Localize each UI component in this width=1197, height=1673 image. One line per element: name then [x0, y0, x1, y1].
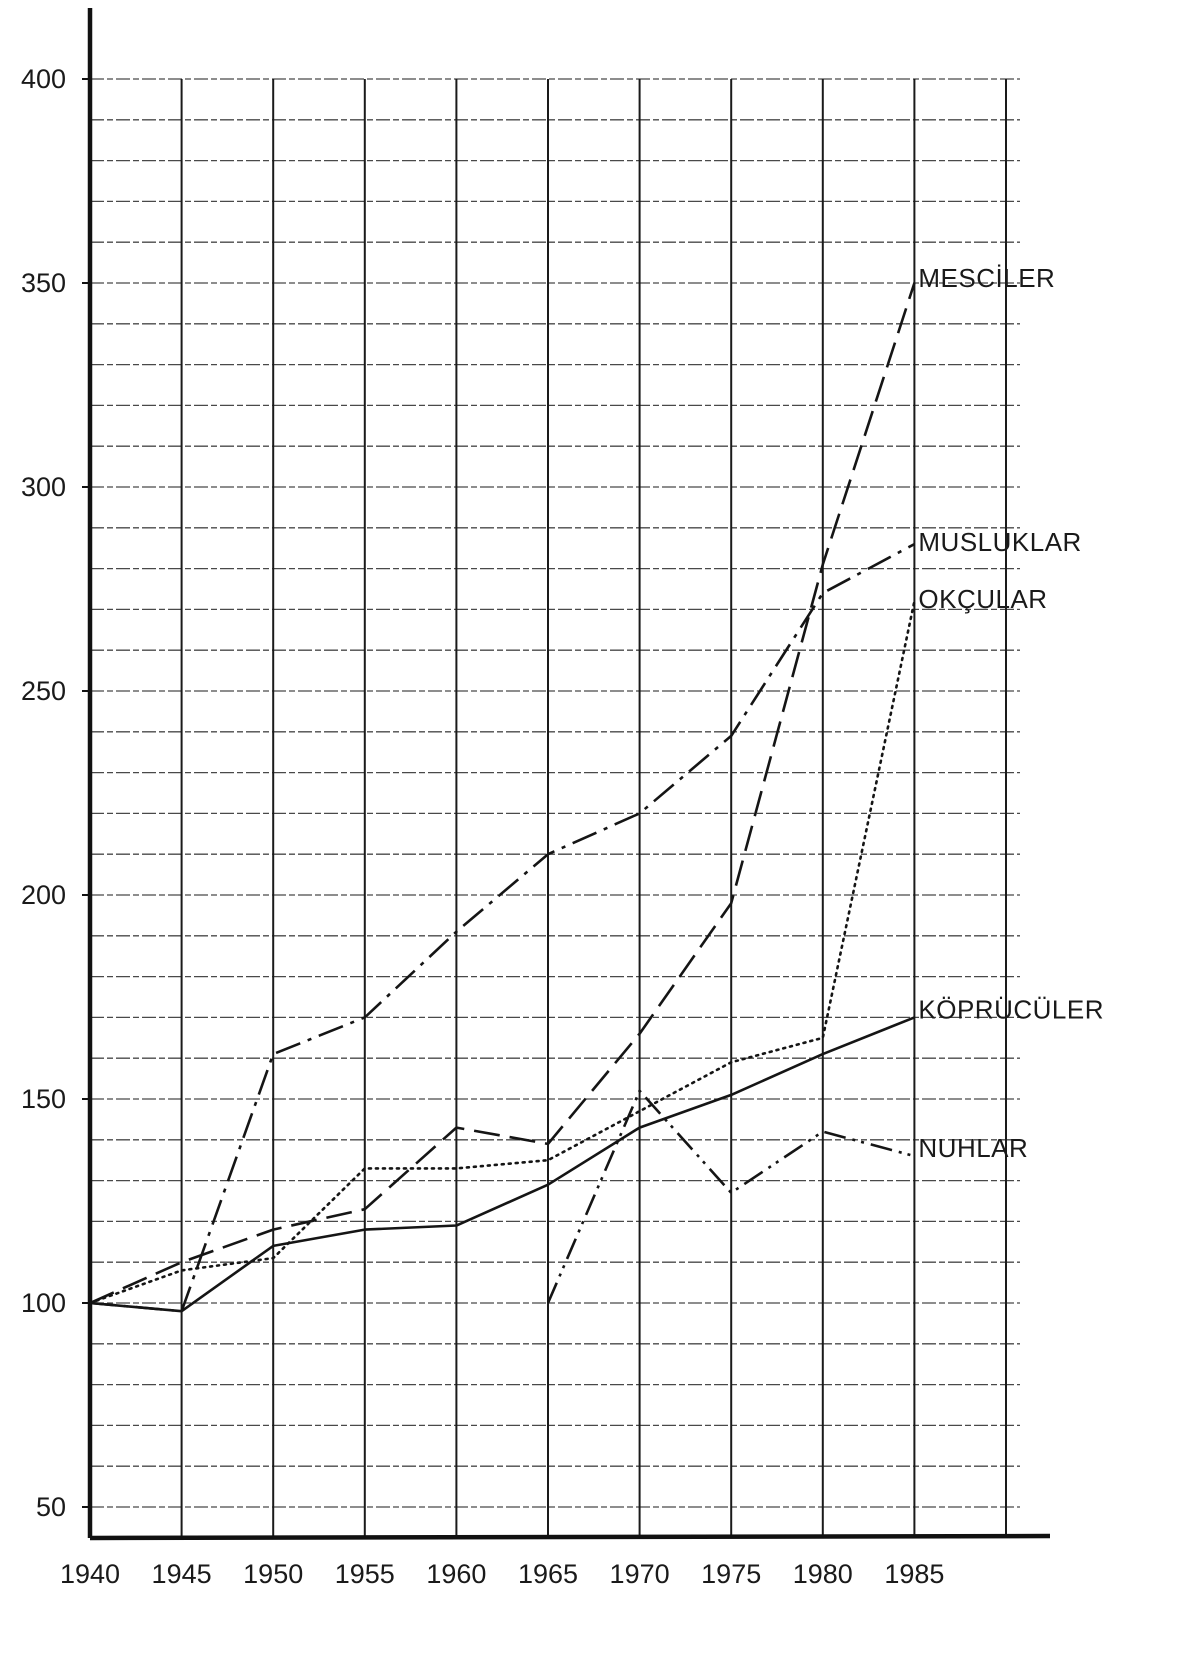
x-tick-label: 1950 — [243, 1559, 303, 1589]
x-tick-label: 1975 — [701, 1559, 761, 1589]
series-label: MESCİLER — [918, 263, 1055, 293]
y-tick-label: 250 — [21, 676, 66, 706]
x-axis — [89, 1533, 1051, 1541]
series-labels: MESCİLER MUSLUKLAR OKÇULAR KÖPRÜCÜLER NUHLAR — [918, 263, 1104, 1163]
y-tick-label: 150 — [21, 1084, 66, 1114]
y-tick-label: 350 — [21, 268, 66, 298]
y-tick-label: 100 — [21, 1288, 66, 1318]
x-tick-label: 1965 — [518, 1559, 578, 1589]
y-tick-label: 300 — [21, 472, 66, 502]
series-lines — [88, 282, 916, 1313]
series-line-5 — [546, 1089, 915, 1304]
series-label: NUHLAR — [918, 1133, 1028, 1163]
series-line-2 — [89, 542, 916, 1313]
series-line-1 — [89, 282, 916, 1305]
y-tick-label: 400 — [21, 64, 66, 94]
x-tick-label: 1970 — [610, 1559, 670, 1589]
series-line-3 — [88, 599, 916, 1305]
series-line-4 — [89, 1016, 915, 1313]
series-label: MUSLUKLAR — [918, 527, 1081, 557]
series-label: OKÇULAR — [918, 584, 1047, 614]
x-tick-label: 1955 — [335, 1559, 395, 1589]
axes — [87, 8, 1051, 1541]
y-tick-label: 200 — [21, 880, 66, 910]
x-tick-label: 1960 — [426, 1559, 486, 1589]
series-label: KÖPRÜCÜLER — [918, 994, 1104, 1024]
grid — [90, 78, 1020, 1538]
x-tick-label: 1945 — [152, 1559, 212, 1589]
x-tick-label: 1940 — [60, 1559, 120, 1589]
x-tick-label: 1985 — [884, 1559, 944, 1589]
y-tick-label: 50 — [36, 1492, 66, 1522]
tick-labels: 50 100 150 200 250 300 350 400 1940 1945 1950 1955 1… — [21, 64, 945, 1589]
x-tick-label: 1980 — [793, 1559, 853, 1589]
